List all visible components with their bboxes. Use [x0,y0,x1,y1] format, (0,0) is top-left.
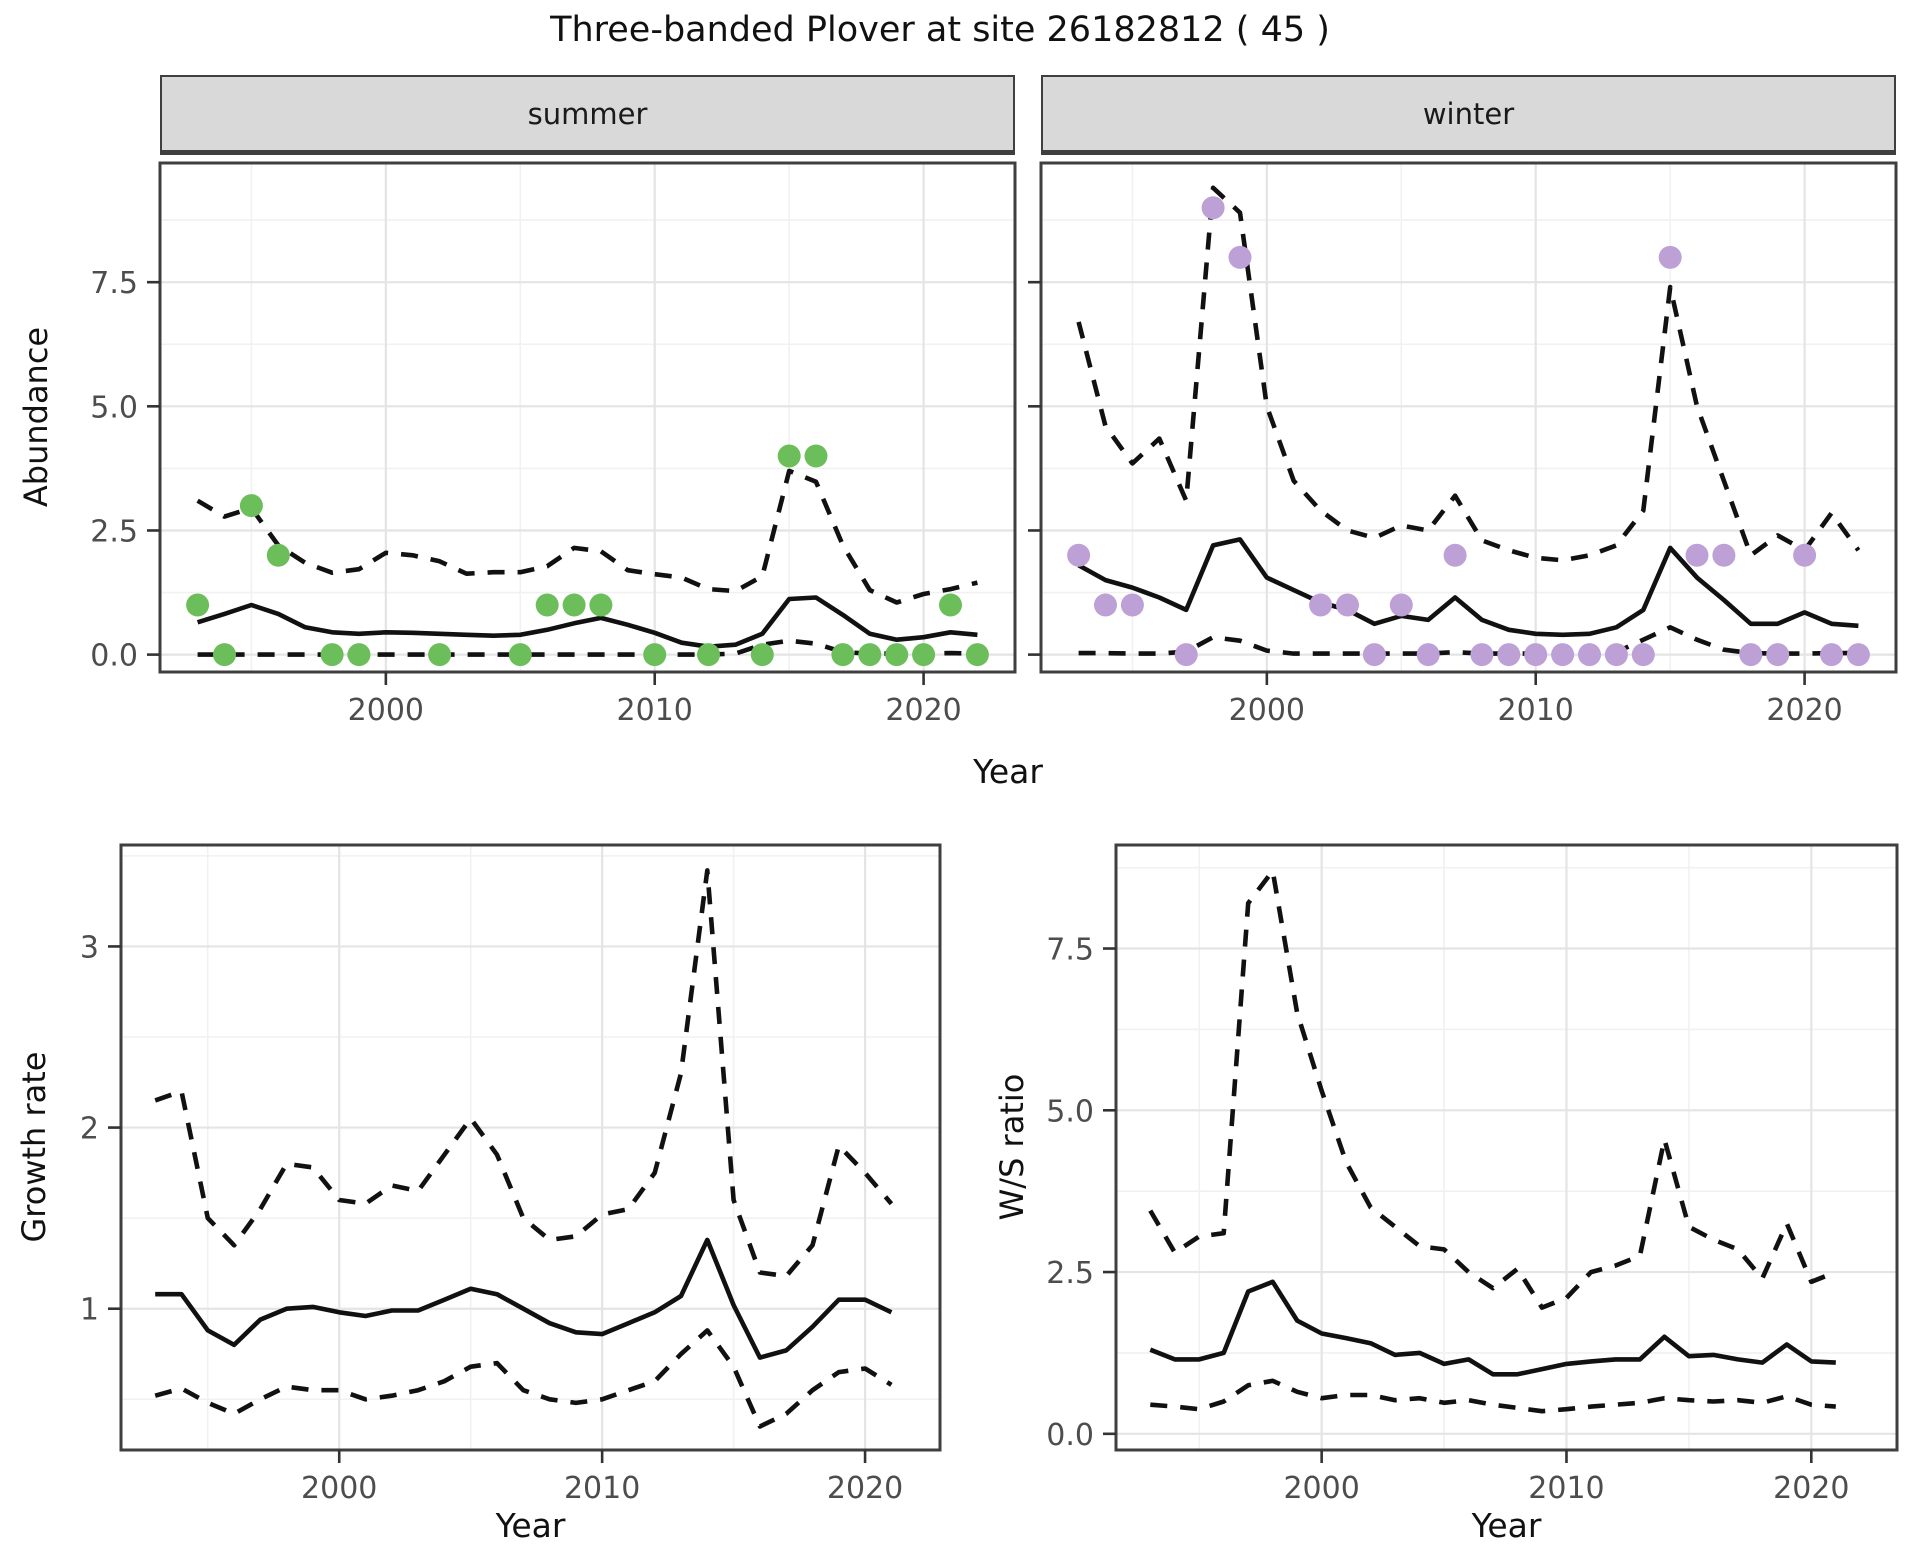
svg-text:2020: 2020 [827,1471,903,1506]
svg-text:2000: 2000 [1229,693,1305,728]
facet-strip-summer-label: summer [527,96,648,131]
svg-text:2020: 2020 [885,693,961,728]
svg-text:2010: 2010 [564,1471,640,1506]
svg-text:7.5: 7.5 [1046,933,1094,968]
growth-rate-chart: 2000 2010 2020 1 2 3 [80,843,942,1506]
svg-text:1: 1 [80,1293,99,1328]
facet-strip-winter-label: winter [1422,96,1515,131]
svg-text:2.5: 2.5 [90,514,138,549]
svg-text:7.5: 7.5 [90,266,138,301]
svg-text:2020: 2020 [1766,693,1842,728]
svg-text:2010: 2010 [617,693,693,728]
ws-ratio-chart: 2000 2010 2020 0.0 2.5 5.0 7.5 [1046,843,1899,1506]
svg-text:3: 3 [80,930,99,965]
ws-year-axis-title: Year [1471,1506,1542,1545]
svg-text:2: 2 [80,1112,99,1147]
abundance-winter-chart: 2000 2010 2020 [1028,161,1898,728]
svg-text:2010: 2010 [1528,1471,1604,1506]
growth-rate-axis-title: Growth rate [15,1051,53,1243]
svg-text:2.5: 2.5 [1046,1256,1094,1291]
ws-ratio-axis-title: W/S ratio [993,1073,1031,1221]
abundance-summer-chart: 2000 2010 2020 0.0 2.5 5.0 7.5 [90,161,1017,728]
facet-strip-summer: summer [160,75,1015,155]
svg-text:2000: 2000 [301,1471,377,1506]
svg-text:0.0: 0.0 [1046,1418,1094,1453]
growth-year-axis-title: Year [495,1506,566,1545]
svg-text:5.0: 5.0 [1046,1094,1094,1129]
svg-text:0.0: 0.0 [90,639,138,674]
svg-text:5.0: 5.0 [90,390,138,425]
svg-text:2010: 2010 [1498,693,1574,728]
abundance-axis-title: Abundance [17,326,55,508]
svg-text:2000: 2000 [1283,1471,1359,1506]
svg-text:2000: 2000 [348,693,424,728]
svg-text:2020: 2020 [1773,1471,1849,1506]
top-year-axis-title: Year [973,752,1043,791]
chart-title: Three-banded Plover at site 26182812 ( 4… [550,10,1330,50]
facet-strip-winter: winter [1041,75,1896,155]
